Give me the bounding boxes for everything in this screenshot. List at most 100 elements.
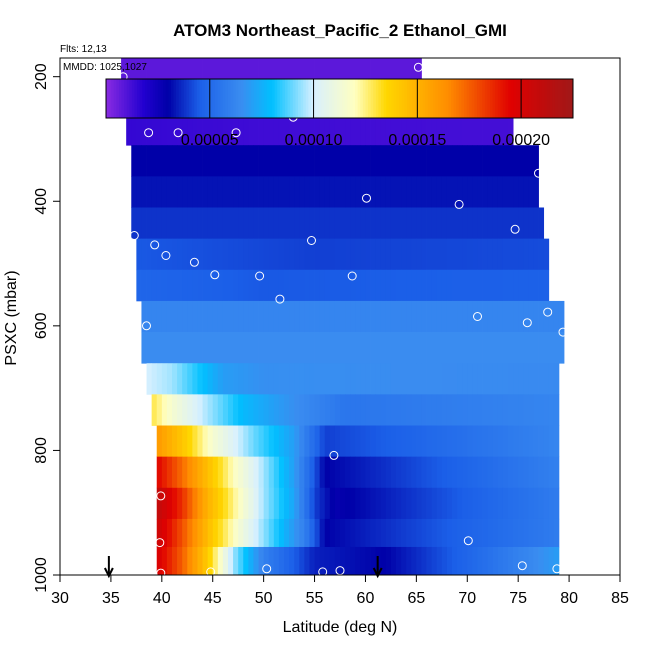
- heat-cell: [299, 456, 305, 489]
- heat-cell: [421, 363, 427, 395]
- heat-cell: [497, 456, 504, 489]
- heat-cell: [161, 546, 168, 576]
- heat-cell: [192, 363, 198, 395]
- colorbar-segment: [334, 79, 338, 118]
- heat-cell: [452, 207, 458, 240]
- heat-cell: [314, 425, 321, 458]
- heat-cell: [513, 456, 519, 489]
- heat-cell: [202, 207, 209, 240]
- heat-cell: [299, 332, 305, 364]
- heat-cell: [207, 332, 214, 364]
- colorbar-segment: [240, 79, 244, 118]
- heat-cell: [462, 394, 468, 426]
- x-tick-label: 65: [407, 590, 425, 607]
- heat-cell: [421, 332, 427, 364]
- heat-cell: [497, 300, 504, 333]
- heat-cell: [375, 58, 382, 87]
- heat-cell: [177, 518, 183, 548]
- heat-cell: [202, 238, 209, 271]
- heat-cell: [436, 207, 443, 240]
- heat-cell: [477, 363, 483, 395]
- heat-cell: [431, 207, 438, 240]
- heat-cell: [365, 363, 371, 395]
- heat-cell: [329, 269, 336, 302]
- heat-cell: [238, 456, 244, 489]
- heat-cell: [217, 207, 224, 240]
- heat-cell: [268, 176, 275, 208]
- heat-cell: [141, 269, 147, 302]
- heat-cell: [177, 238, 183, 271]
- heat-cell: [390, 546, 397, 576]
- heat-cell: [309, 300, 315, 333]
- heat-cell: [558, 300, 565, 333]
- colorbar-segment: [474, 79, 478, 118]
- heat-cell: [375, 269, 382, 302]
- colorbar-tick-label: 0.00020: [492, 132, 550, 149]
- heat-cell: [284, 176, 290, 208]
- heat-cell: [533, 145, 539, 177]
- x-tick-label: 70: [458, 590, 476, 607]
- heat-cell: [411, 518, 417, 548]
- heat-cell: [345, 363, 351, 395]
- heat-cell: [385, 332, 392, 364]
- colorbar-segment: [549, 79, 553, 118]
- colorbar-segment: [526, 79, 530, 118]
- heat-cell: [263, 300, 270, 333]
- heat-cell: [370, 238, 377, 271]
- heat-cell: [166, 546, 173, 576]
- heat-cell: [467, 363, 473, 395]
- heat-cell: [289, 145, 295, 177]
- heat-cell: [212, 114, 219, 146]
- heat-cell: [518, 145, 524, 177]
- heat-cell: [329, 456, 336, 489]
- heat-cell: [156, 394, 163, 426]
- heat-cell: [380, 207, 387, 240]
- heat-cell: [309, 58, 315, 87]
- heat-cell: [319, 487, 326, 520]
- observation-point: [552, 564, 562, 574]
- heat-cell: [197, 145, 203, 177]
- heat-cell: [421, 176, 427, 208]
- heat-cell: [436, 238, 443, 271]
- heat-cell: [197, 518, 203, 548]
- heat-cell: [482, 363, 489, 395]
- colorbar-segment: [285, 79, 289, 118]
- heat-cell: [472, 176, 478, 208]
- heat-cell: [197, 238, 203, 271]
- heat-cell: [390, 58, 397, 87]
- heat-cell: [304, 332, 310, 364]
- heat-cell: [228, 518, 234, 548]
- observation-point: [517, 561, 527, 571]
- colorbar-segment: [552, 79, 556, 118]
- heat-cell: [299, 546, 305, 576]
- heat-cell: [502, 114, 509, 146]
- heat-cell: [497, 207, 504, 240]
- heat-cell: [222, 332, 229, 364]
- heat-cell: [197, 114, 203, 146]
- heat-cell: [340, 207, 346, 240]
- heat-cell: [487, 456, 494, 489]
- heat-cell: [294, 487, 300, 520]
- heat-cell: [396, 394, 402, 426]
- heat-cell: [411, 332, 417, 364]
- heat-cell: [416, 546, 422, 576]
- heat-cell: [207, 238, 214, 271]
- heat-cell: [340, 238, 346, 271]
- colorbar-segment: [349, 79, 353, 118]
- heat-cell: [263, 394, 270, 426]
- heat-cell: [278, 300, 285, 333]
- heat-cell: [172, 238, 178, 271]
- heat-cell: [487, 518, 494, 548]
- heat-cell: [253, 546, 259, 576]
- heat-cell: [197, 176, 203, 208]
- colorbar-segment: [417, 79, 421, 118]
- colorbar-segment: [554, 79, 558, 118]
- heat-cell: [228, 546, 234, 576]
- heat-cell: [436, 332, 443, 364]
- heat-cell: [436, 145, 443, 177]
- heat-cell: [294, 238, 300, 271]
- heat-cell: [411, 425, 417, 458]
- heat-cell: [370, 176, 377, 208]
- heat-cell: [380, 487, 387, 520]
